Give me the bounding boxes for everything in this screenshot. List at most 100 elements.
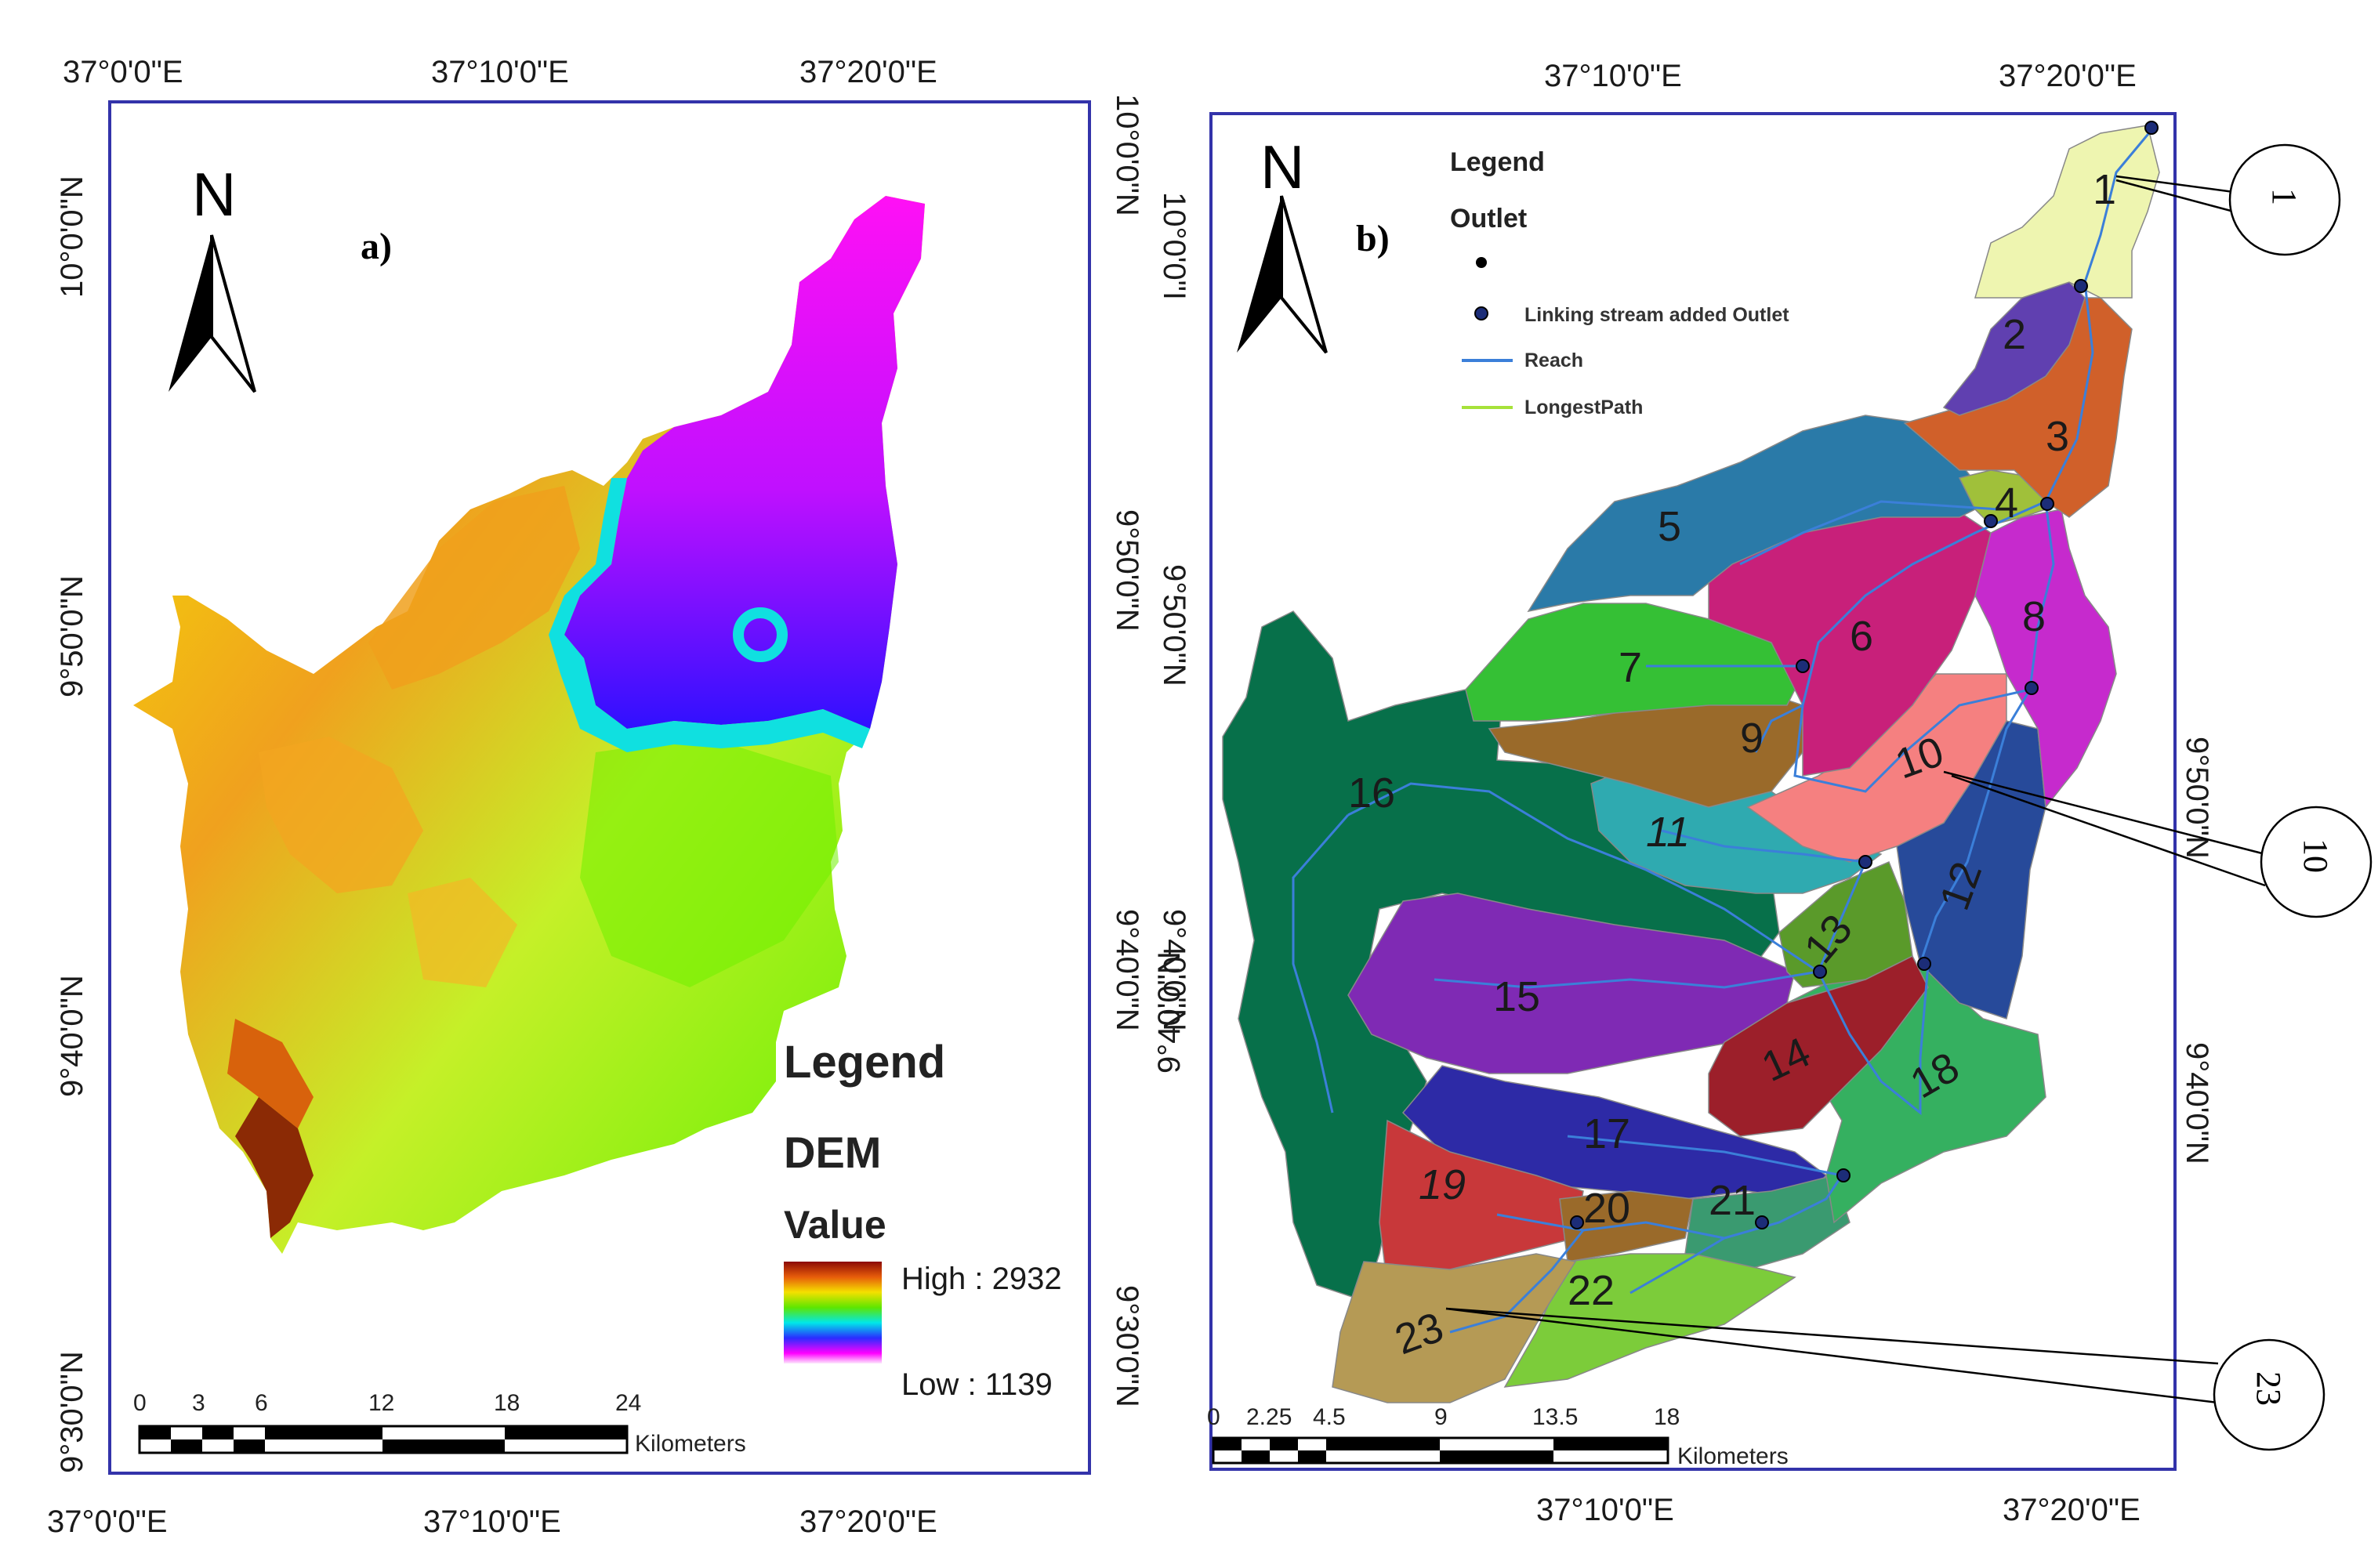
callout-bubble-10 bbox=[2260, 806, 2373, 918]
panel-a-scale-tick: 3 bbox=[192, 1390, 205, 1416]
panel-b-frame bbox=[1209, 112, 2177, 1471]
panel-a-coord-bottom-2: 37°10'0"E bbox=[423, 1505, 561, 1539]
outlet-marker-icon bbox=[1796, 659, 1810, 673]
panel-a-legend-low: Low : 1139 bbox=[901, 1367, 1053, 1402]
outlet-marker-icon bbox=[2025, 681, 2039, 695]
panel-a-legend-high: High : 2932 bbox=[901, 1262, 1062, 1296]
subbasin-14 bbox=[1708, 954, 1929, 1137]
panel-b: 37°10'0"E 37°20'0"E 37°10'0"E 37°20'0"E … bbox=[1152, 59, 2373, 1527]
panel-b-coord-left-2: 9°50'0"N bbox=[1157, 564, 1191, 686]
callout-label: 10 bbox=[2296, 838, 2335, 873]
subbasin-label: 3 bbox=[2046, 413, 2069, 460]
subbasin-2 bbox=[1942, 281, 2086, 416]
dem-watershed bbox=[133, 196, 925, 1254]
panel-a-scale-bar: 0 3 6 12 18 24 Kilometers bbox=[133, 1390, 746, 1457]
panel-a-coord-top-3: 37°20'0"E bbox=[799, 55, 937, 89]
outlet-marker-icon bbox=[1858, 855, 1872, 869]
outlet-marker-icon bbox=[1755, 1215, 1769, 1229]
panel-b-coord-left-1: 10°0'0"I bbox=[1157, 192, 1191, 300]
panel-b-scale-tick: 13.5 bbox=[1532, 1404, 1578, 1430]
subbasin-map bbox=[1222, 125, 2160, 1403]
panel-a-legend: Legend DEM Value High : 2932 Low : 1139 bbox=[784, 1037, 1062, 1402]
panel-b-scale-tick: 0 bbox=[1207, 1404, 1220, 1430]
panel-a-legend-layer: DEM bbox=[784, 1128, 881, 1177]
subbasin-8 bbox=[1974, 509, 2117, 809]
panel-a-north-label: N bbox=[192, 160, 236, 229]
callout-bubble-23 bbox=[2213, 1338, 2325, 1451]
outlet-marker-icon bbox=[2040, 497, 2054, 511]
panel-a-scale-tick: 18 bbox=[494, 1390, 520, 1416]
subbasin-label: 4 bbox=[1995, 480, 2018, 527]
panel-b-scale-tick: 2.25 bbox=[1246, 1404, 1292, 1430]
panel-b-coord-bottom-1: 37°10'0"E bbox=[1536, 1493, 1674, 1527]
outlet-marker-icon bbox=[1984, 514, 1998, 528]
panel-b-scale-unit: Kilometers bbox=[1677, 1443, 1789, 1469]
subbasin-label: 8 bbox=[2022, 593, 2046, 640]
panel-a-coord-bottom-3: 37°20'0"E bbox=[799, 1505, 937, 1539]
outlet-marker-icon bbox=[2074, 279, 2088, 293]
outlet-markers bbox=[1570, 121, 2159, 1229]
outlet-marker-icon bbox=[1917, 957, 1931, 971]
panel-a-legend-value-label: Value bbox=[784, 1203, 886, 1247]
panel-a-scale-tick: 0 bbox=[133, 1390, 147, 1416]
subbasin-label: 20 bbox=[1583, 1185, 1630, 1232]
linking-outlet-marker-icon bbox=[1474, 306, 1488, 320]
panel-b-legend-outlet: Outlet bbox=[1450, 204, 1527, 234]
panel-b-legend: Legend Outlet Linking stream added Outle… bbox=[1450, 147, 1789, 418]
panel-a-scale-tick: 24 bbox=[615, 1390, 641, 1416]
north-arrow-icon: N bbox=[1237, 132, 1328, 354]
panel-b-north-label: N bbox=[1260, 132, 1304, 201]
panel-a-coord-right-4: 9°30'0"N bbox=[1110, 1285, 1144, 1407]
subbasin-label: 15 bbox=[1493, 973, 1540, 1020]
subbasin-1 bbox=[1974, 125, 2160, 299]
panel-b-scale-tick: 4.5 bbox=[1313, 1404, 1346, 1430]
subbasin-label: 9 bbox=[1740, 715, 1764, 762]
panel-a: 37°0'0"E 37°10'0"E 37°20'0"E 37°0'0"E 37… bbox=[47, 55, 1144, 1539]
panel-a-coord-right-2: 9°50'0"N bbox=[1110, 509, 1144, 632]
panel-a-scale-unit: Kilometers bbox=[635, 1431, 746, 1457]
subbasin-label: 6 bbox=[1850, 613, 1873, 660]
panel-a-legend-title: Legend bbox=[784, 1037, 945, 1088]
panel-b-coord-bottom-2: 37°20'0"E bbox=[2003, 1493, 2141, 1527]
panel-a-coord-bottom-1: 37°0'0"E bbox=[47, 1505, 168, 1539]
callouts bbox=[1445, 143, 2373, 1451]
panel-b-label: b) bbox=[1356, 218, 1390, 259]
subbasin-19 bbox=[1379, 1119, 1584, 1286]
panel-a-coord-left-1: 10°0'0"N bbox=[55, 176, 89, 298]
panel-a-scale-tick: 12 bbox=[368, 1390, 394, 1416]
panel-b-coord-left-4: 9°40'0"N bbox=[1152, 951, 1187, 1074]
callout-label: 1 bbox=[2265, 188, 2304, 205]
subbasin-label: 19 bbox=[1419, 1161, 1466, 1208]
panel-a-coord-left-2: 9°50'0"N bbox=[55, 575, 89, 697]
panel-a-label: a) bbox=[361, 226, 392, 267]
reach-network bbox=[1292, 125, 2157, 1334]
panel-a-coord-left-4: 9°30'0"N bbox=[55, 1351, 89, 1473]
subbasin-23 bbox=[1332, 1253, 1577, 1403]
panel-b-legend-item: LongestPath bbox=[1524, 397, 1643, 418]
panel-b-coord-right-1: 9°50'0"N bbox=[2180, 737, 2214, 859]
north-arrow-icon: N bbox=[169, 160, 256, 393]
subbasin-label: 1 bbox=[2093, 166, 2116, 213]
panel-b-legend-title: Legend bbox=[1450, 147, 1545, 177]
subbasin-label: 11 bbox=[1646, 809, 1690, 856]
panel-a-coord-top-2: 37°10'0"E bbox=[431, 55, 569, 89]
panel-b-coord-top-2: 37°20'0"E bbox=[1999, 59, 2137, 93]
subbasin-label: 21 bbox=[1709, 1177, 1756, 1224]
panel-b-legend-item: Linking stream added Outlet bbox=[1524, 304, 1789, 326]
subbasin-label: 2 bbox=[2003, 311, 2026, 358]
outlet-marker-icon bbox=[2144, 121, 2159, 135]
panel-b-scale-tick: 18 bbox=[1654, 1404, 1680, 1430]
panel-a-coord-top-1: 37°0'0"E bbox=[63, 55, 183, 89]
panel-a-coord-right-3: 9°40'0"N bbox=[1110, 909, 1144, 1031]
panel-b-coord-right-2: 9°40'0"N bbox=[2180, 1042, 2214, 1164]
subbasin-label: 5 bbox=[1658, 503, 1681, 550]
panel-b-scale-bar: 0 2.25 4.5 9 13.5 18 Kilometers bbox=[1207, 1404, 1789, 1469]
subbasin-label: 17 bbox=[1583, 1110, 1630, 1157]
subbasin-label: 7 bbox=[1619, 644, 1642, 691]
subbasin-label: 16 bbox=[1348, 770, 1395, 817]
panel-a-coord-right-1: 10°0'0"N bbox=[1110, 94, 1144, 216]
panel-a-frame bbox=[108, 100, 1091, 1475]
outlet-marker-icon bbox=[1570, 1215, 1584, 1229]
panel-b-coord-top-1: 37°10'0"E bbox=[1544, 59, 1682, 93]
